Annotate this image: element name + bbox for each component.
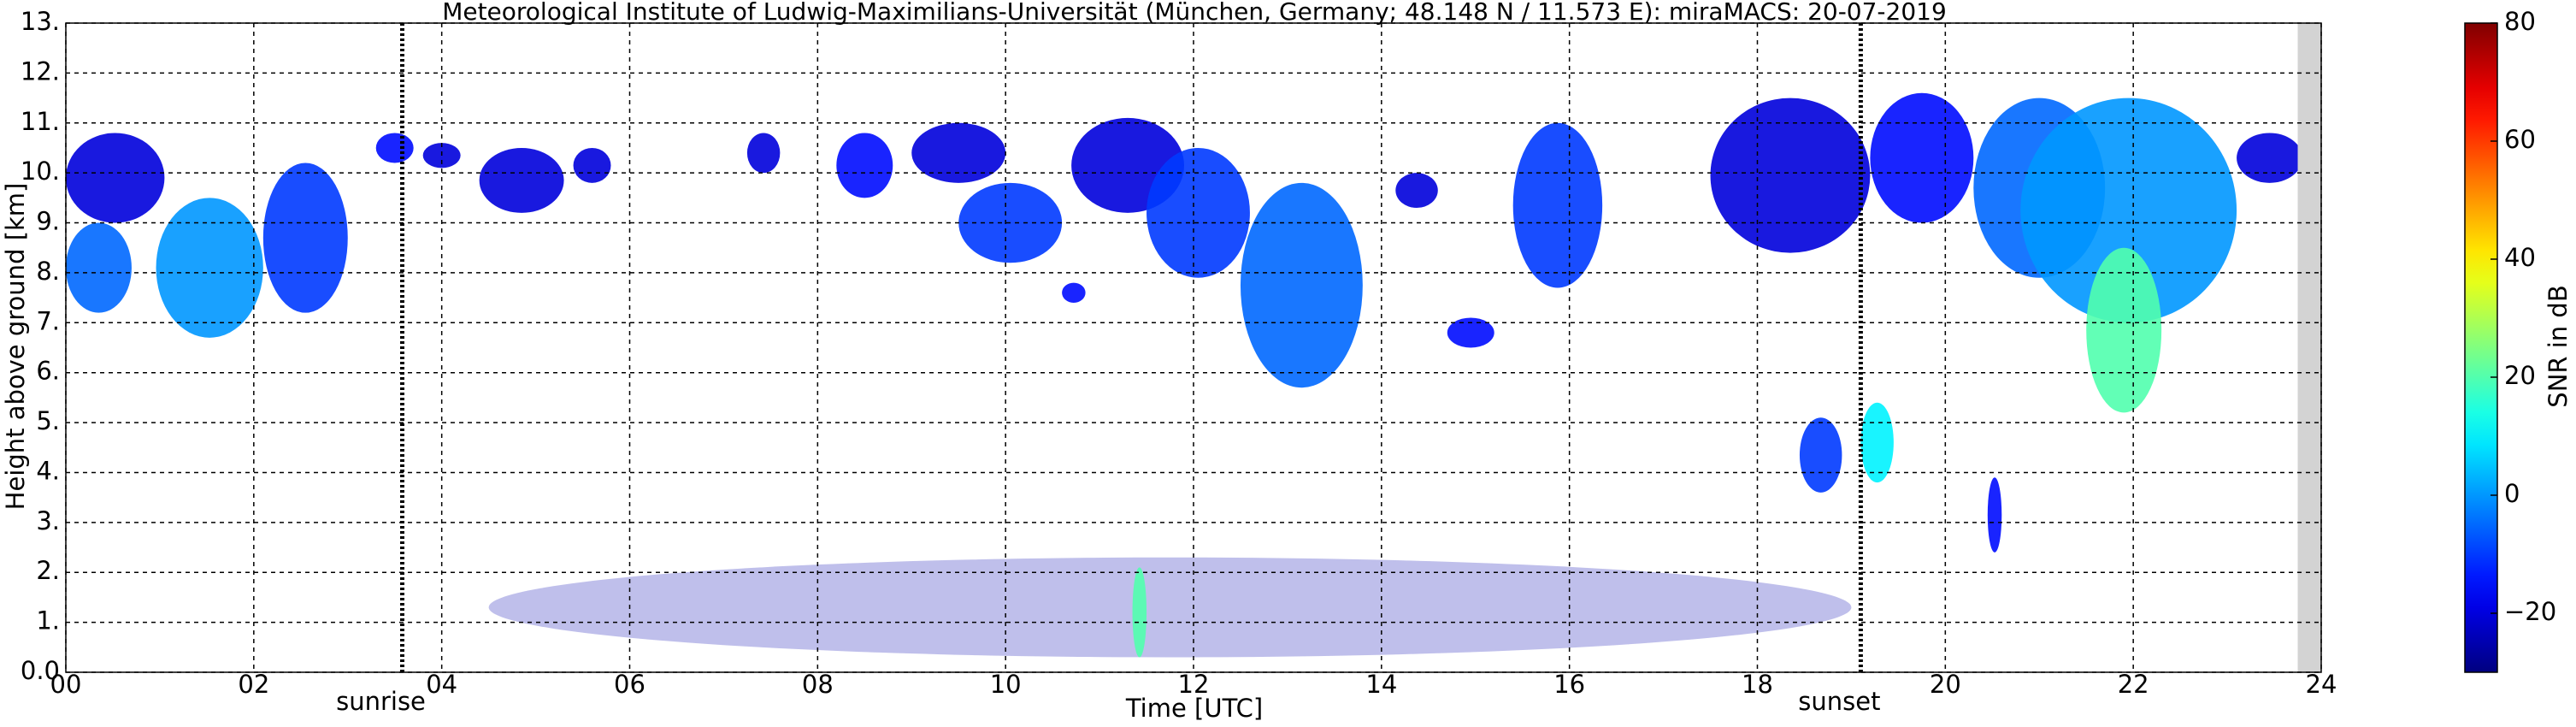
- radar-echo: [2020, 98, 2237, 323]
- no-data-region: [2297, 23, 2321, 672]
- y-tick-label: 7.: [36, 306, 60, 335]
- y-tick-label: 13.: [21, 7, 60, 36]
- colorbar-tick-label: 80: [2504, 7, 2536, 36]
- x-tick-label: 14: [1365, 670, 1397, 699]
- radar-echo: [66, 133, 165, 223]
- radar-echo: [1395, 173, 1438, 209]
- y-tick-label: 5.: [36, 406, 60, 435]
- radar-echo: [1447, 317, 1494, 348]
- x-tick-label: 08: [802, 670, 834, 699]
- x-axis-title: Time [UTC]: [1125, 694, 1263, 723]
- radar-echo: [66, 222, 132, 313]
- colorbar-tick-label: 20: [2504, 361, 2536, 390]
- plot-frame: [65, 22, 2322, 673]
- y-tick-label: 10.: [21, 157, 60, 186]
- y-tick-label: 9.: [36, 207, 60, 236]
- radar-echo: [375, 133, 414, 163]
- colorbar-title: SNR in dB: [2544, 285, 2573, 407]
- x-tick-label: 10: [990, 670, 1022, 699]
- radar-echo: [1710, 98, 1871, 253]
- radar-echo: [746, 133, 781, 174]
- y-tick-label: 8.: [36, 257, 60, 286]
- y-axis-title: Height above ground [km]: [1, 183, 30, 511]
- chart-title: Meteorological Institute of Ludwig-Maxim…: [442, 0, 1947, 26]
- radar-echo: [1860, 402, 1894, 483]
- colorbar-tick-label: −20: [2504, 597, 2556, 626]
- colorbar-tick-label: 0: [2504, 479, 2520, 508]
- y-tick-label: 4.: [36, 456, 60, 485]
- x-tick-label: 22: [2118, 670, 2149, 699]
- radar-echo: [1240, 182, 1363, 388]
- y-tick-label: 6.: [36, 357, 60, 386]
- colorbar-tick-label: 60: [2504, 125, 2536, 154]
- x-tick-label: 06: [614, 670, 645, 699]
- radar-echo: [1987, 477, 2002, 553]
- event-label: sunset: [1798, 687, 1880, 716]
- x-tick-label: 16: [1553, 670, 1585, 699]
- y-tick-label: 2.: [36, 556, 60, 585]
- x-tick-label: 18: [1742, 670, 1773, 699]
- radar-echo: [1870, 92, 1974, 223]
- radar-echo: [911, 122, 1006, 183]
- x-tick-label: 00: [50, 670, 82, 699]
- radar-echo: [1512, 122, 1603, 288]
- colorbar: [2464, 22, 2498, 673]
- event-label: sunrise: [336, 687, 426, 716]
- x-tick-label: 04: [426, 670, 457, 699]
- y-tick-label: 12.: [21, 56, 60, 86]
- x-tick-label: 24: [2306, 670, 2337, 699]
- radar-echo: [573, 147, 611, 183]
- y-tick-label: 0.0: [21, 656, 60, 685]
- x-tick-label: 02: [238, 670, 269, 699]
- radar-echo: [479, 147, 564, 213]
- y-tick-label: 3.: [36, 506, 60, 535]
- radar-echo: [156, 198, 263, 338]
- colorbar-tick-label: 40: [2504, 243, 2536, 272]
- y-tick-label: 11.: [21, 107, 60, 136]
- y-tick-label: 1.: [36, 606, 60, 635]
- radar-echo: [2086, 247, 2162, 413]
- radar-echo: [488, 557, 1852, 658]
- x-tick-label: 20: [1930, 670, 1961, 699]
- radar-echo: [1799, 417, 1842, 493]
- radar-echo: [836, 133, 893, 198]
- radar-echo: [2237, 133, 2303, 183]
- radar-echo: [1132, 567, 1147, 658]
- radar-echo: [1062, 282, 1086, 303]
- radar-echo: [1147, 147, 1250, 278]
- x-tick-label: 12: [1178, 670, 1210, 699]
- radar-echo: [262, 163, 348, 313]
